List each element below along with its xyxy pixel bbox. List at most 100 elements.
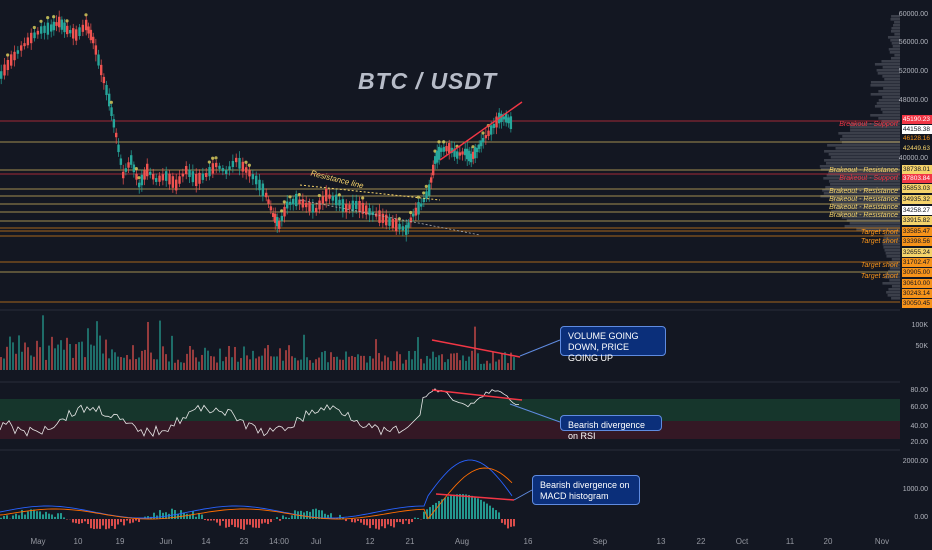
- macd-histogram-bar: [27, 511, 29, 519]
- level-label: Breakout - Support: [839, 121, 898, 128]
- volume-bar: [399, 354, 401, 370]
- volume-profile-bar: [819, 165, 900, 168]
- volume-bar: [312, 362, 314, 370]
- macd-histogram-bar: [477, 498, 479, 519]
- price-axis-tick: 40000.00: [898, 155, 928, 162]
- price-candle-body: [248, 170, 251, 177]
- price-candle-body: [122, 171, 125, 179]
- volume-bar: [81, 341, 83, 370]
- price-candle-body: [436, 150, 439, 163]
- price-candle-body: [505, 113, 508, 123]
- volume-bar: [288, 345, 290, 370]
- price-candle-body: [509, 116, 513, 130]
- price-candle-body: [72, 28, 75, 39]
- price-candle-body: [434, 156, 437, 164]
- macd-histogram-bar: [105, 519, 107, 530]
- volume-bar: [339, 359, 341, 370]
- price-candle-body: [130, 155, 133, 165]
- price-candle-body: [440, 148, 443, 152]
- macd-histogram-bar: [339, 514, 341, 519]
- volume-bar: [417, 337, 419, 370]
- level-label: Target short: [860, 229, 898, 236]
- volume-bar: [264, 348, 266, 370]
- price-candle-body: [16, 50, 20, 54]
- macd-histogram-bar: [465, 494, 467, 519]
- rsi-axis-tick: 80.00: [910, 387, 928, 394]
- macd-histogram-bar: [138, 519, 140, 523]
- volume-bar: [432, 351, 434, 370]
- volume-bar: [459, 360, 461, 370]
- volume-bar: [117, 356, 119, 370]
- volume-bar: [18, 335, 20, 370]
- volume-bar: [462, 355, 464, 370]
- volume-bar: [330, 352, 332, 370]
- macd-histogram-bar: [15, 513, 17, 519]
- macd-histogram-bar: [366, 519, 368, 526]
- signal-dot: [317, 193, 321, 198]
- volume-bar: [207, 350, 209, 370]
- price-candle-body: [215, 162, 218, 168]
- price-candle-body: [305, 202, 308, 208]
- volume-bar: [507, 363, 509, 370]
- macd-histogram-bar: [369, 519, 371, 529]
- rsi-callout-pointer: [509, 403, 561, 423]
- macd-histogram-bar: [111, 519, 113, 526]
- macd-histogram-bar: [393, 519, 395, 528]
- volume-bar: [177, 359, 179, 370]
- volume-bar: [471, 350, 473, 370]
- macd-histogram-bar: [120, 519, 122, 522]
- macd-histogram-bar: [30, 509, 32, 519]
- volume-bar: [66, 337, 68, 370]
- price-candle-body: [269, 206, 273, 211]
- volume-bar: [336, 356, 338, 370]
- price-candle-body: [158, 175, 161, 182]
- volume-bar: [69, 344, 71, 370]
- price-candle-body: [238, 157, 241, 169]
- volume-bar: [369, 356, 371, 370]
- x-axis-tick: Oct: [735, 537, 749, 546]
- price-candle-body: [43, 25, 46, 33]
- volume-bar: [492, 351, 494, 370]
- price-candle-body: [40, 26, 43, 34]
- price-candle-body: [155, 178, 158, 182]
- volume-bar: [204, 347, 206, 370]
- macd-histogram-bar: [261, 519, 263, 524]
- price-candle-body: [478, 144, 481, 149]
- volume-profile-bar: [887, 294, 900, 297]
- price-candle-body: [105, 84, 108, 96]
- signal-dot: [424, 184, 428, 188]
- price-level-badge: 30905.00: [902, 268, 932, 277]
- volume-bar: [450, 353, 452, 370]
- macd-histogram-bar: [279, 519, 281, 521]
- macd-histogram-bar: [60, 513, 62, 519]
- volume-profile-bar: [825, 186, 900, 189]
- level-label: Target short: [860, 262, 898, 269]
- volume-bar: [162, 346, 164, 370]
- volume-bar: [48, 345, 50, 370]
- volume-bar: [309, 360, 311, 370]
- price-candle-body: [371, 211, 375, 216]
- volume-profile-bar: [886, 291, 900, 294]
- volume-bar: [483, 363, 485, 370]
- volume-bar: [438, 355, 440, 370]
- volume-profile-bar: [828, 153, 900, 156]
- volume-bar: [96, 321, 98, 370]
- macd-histogram-bar: [444, 497, 446, 519]
- price-candle-body: [255, 175, 258, 185]
- volume-bar: [360, 355, 362, 370]
- x-axis-tick: 16: [523, 537, 533, 546]
- macd-histogram-bar: [78, 519, 80, 524]
- volume-bar: [480, 363, 482, 370]
- price-candle-body: [348, 204, 351, 210]
- volume-profile-bar: [824, 159, 900, 162]
- price-candle-body: [278, 221, 281, 229]
- volume-bar: [90, 344, 92, 370]
- macd-histogram-bar: [480, 499, 482, 519]
- volume-bar: [489, 363, 491, 370]
- macd-histogram-bar: [495, 510, 497, 519]
- macd-histogram-bar: [351, 519, 353, 523]
- volume-bar: [201, 354, 203, 370]
- macd-histogram-bar: [486, 503, 488, 519]
